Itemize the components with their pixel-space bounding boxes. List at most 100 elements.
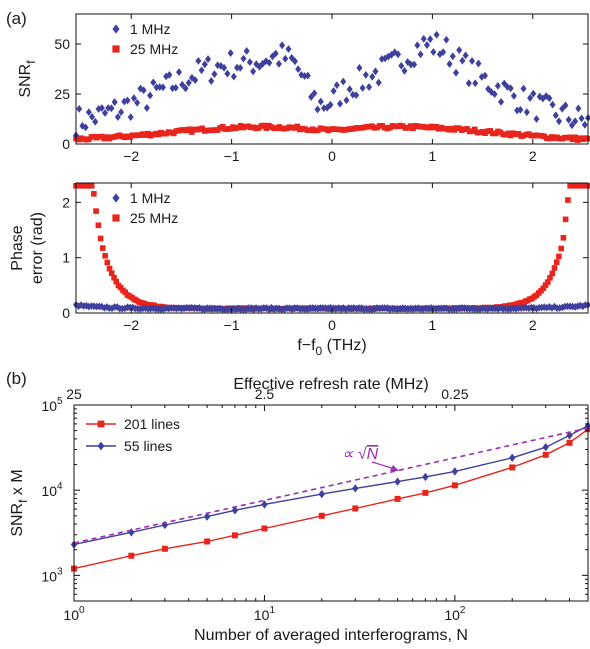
data-point: [227, 49, 234, 57]
data-point: [172, 83, 179, 92]
series-line: [73, 427, 589, 544]
x-tick-label: 100: [63, 605, 85, 623]
avg-ylabel-tail: x M: [9, 469, 26, 499]
x-tick-label: −2: [123, 317, 139, 333]
data-point: [179, 80, 186, 89]
data-point: [318, 489, 325, 499]
data-point: [498, 98, 505, 106]
data-point: [311, 89, 318, 98]
data-point: [263, 304, 270, 312]
data-point: [211, 70, 218, 78]
data-point: [140, 86, 147, 95]
data-point: [475, 59, 482, 68]
top-tick-label: 0.25: [441, 386, 468, 402]
data-point: [368, 305, 375, 314]
data-point: [295, 65, 302, 73]
data-point: [258, 304, 265, 313]
data-point: [121, 97, 128, 106]
data-point: [507, 84, 514, 93]
data-point: [333, 81, 340, 90]
data-point: [523, 108, 530, 117]
data-point: [128, 552, 135, 559]
avg-ylabel-sub: f: [16, 499, 30, 503]
phase-chart-marks: [73, 182, 590, 314]
data-point: [327, 100, 334, 109]
data-point: [182, 84, 189, 93]
data-point: [106, 265, 113, 272]
data-point: [75, 302, 82, 311]
x-tick-label: 1: [428, 148, 436, 164]
series-1-mhz: [73, 300, 590, 314]
data-point: [185, 78, 192, 87]
panel-label-b: (b): [6, 369, 27, 388]
data-point: [398, 61, 405, 70]
data-point: [566, 439, 573, 446]
data-point: [130, 94, 137, 103]
snr-chart-ticks: −2 −1 0 1 2 0 25 50: [54, 14, 588, 164]
data-point: [275, 60, 282, 68]
sqrt-n-radical: √: [358, 446, 367, 463]
data-point: [340, 77, 347, 86]
legend-label: 25 MHz: [130, 41, 178, 57]
y-tick-label: 1: [62, 250, 70, 266]
data-point: [124, 96, 131, 105]
data-point: [353, 91, 360, 100]
data-point: [572, 134, 578, 141]
data-point: [433, 30, 440, 39]
snr-chart-marks: [73, 30, 590, 143]
legend-marker: [97, 420, 105, 428]
data-point: [304, 71, 311, 80]
legend-label: 1 MHz: [130, 21, 170, 37]
data-point: [423, 41, 430, 49]
data-point: [394, 495, 401, 502]
data-point: [100, 245, 106, 251]
data-point: [462, 51, 469, 60]
data-point: [83, 301, 90, 310]
data-point: [459, 56, 466, 65]
data-point: [88, 182, 95, 189]
averaging-chart-ylabel: SNRf x M: [9, 469, 30, 536]
sqrt-n-arrow-head: [390, 465, 399, 471]
snr-chart-ylabel: SNRf: [17, 60, 38, 98]
data-point: [176, 68, 183, 77]
data-point: [346, 85, 353, 94]
x-tick-label: 0: [328, 148, 336, 164]
data-point: [230, 72, 237, 81]
data-point: [549, 270, 556, 277]
data-point: [89, 112, 96, 121]
data-point: [352, 484, 359, 493]
data-point: [420, 34, 427, 43]
data-point: [395, 50, 402, 59]
data-point: [117, 284, 124, 291]
data-point: [352, 505, 359, 512]
series-fit: [73, 427, 589, 544]
data-point: [375, 78, 382, 87]
data-point: [456, 46, 463, 55]
data-point: [335, 304, 342, 313]
data-point: [317, 97, 324, 106]
data-point: [359, 84, 366, 92]
data-point: [343, 96, 350, 105]
data-point: [551, 265, 558, 271]
data-point: [217, 62, 224, 70]
data-point: [575, 104, 582, 113]
data-point: [565, 115, 572, 124]
data-point: [558, 245, 564, 252]
data-point: [574, 302, 581, 311]
data-point: [553, 259, 560, 266]
data-point: [314, 304, 321, 313]
data-point: [449, 52, 456, 61]
legend-item: 25 MHz: [112, 210, 178, 226]
phase-chart-ylabel-2: error (rad): [29, 212, 46, 284]
sqrt-n-arrow-line: [371, 461, 396, 470]
data-point: [469, 57, 476, 65]
data-point: [366, 83, 373, 91]
data-point: [414, 41, 421, 50]
data-point: [417, 50, 424, 59]
data-point: [320, 104, 327, 113]
data-point: [330, 304, 337, 313]
snr-vs-averaging-chart: 100 101 102 25 2.5 0.25 103 104 105 Effective re…: [9, 376, 590, 644]
xlabel-main: f−f: [297, 337, 316, 354]
y-tick-label: 0: [62, 136, 70, 152]
data-point: [430, 48, 437, 56]
